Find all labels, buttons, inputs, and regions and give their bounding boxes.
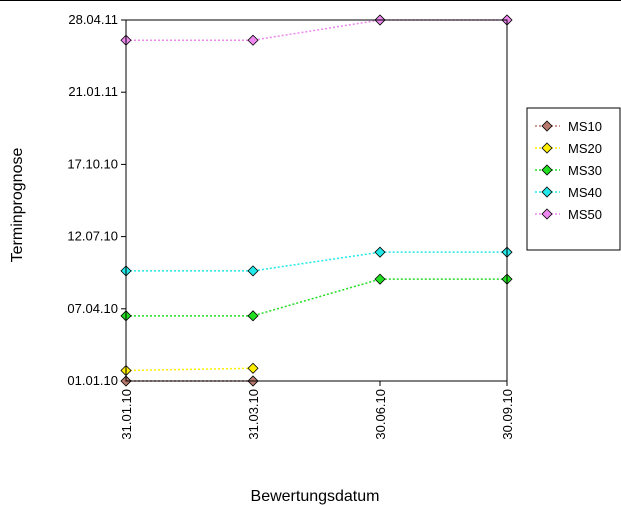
y-tick-label: 07.04.10 [67,301,118,316]
series-line-ms40 [126,251,507,272]
series-line-ms20 [125,367,254,372]
legend-marker-ms20 [541,142,553,154]
legend-marker-ms40 [541,186,553,198]
y-tick-label: 28.04.11 [68,12,118,27]
legend-label-ms50: MS50 [568,207,602,222]
x-tick-label: 31.03.10 [246,389,261,440]
legend-label-ms40: MS40 [568,185,602,200]
legend: MS10 MS20 MS30 MS40 MS50 [526,107,621,251]
y-axis-ticks: 01.01.10 07.04.10 12.07.10 17.10.10 21.01.11… [67,12,126,388]
data-point-ms30 [374,273,386,285]
legend-marker-ms30 [541,164,553,176]
legend-label-ms10: MS10 [568,119,602,134]
legend-box [526,107,621,251]
series-line-ms50 [126,19,507,41]
series-layer [120,14,513,387]
legend-label-ms20: MS20 [568,141,602,156]
y-axis-title: Terminprognose [9,148,26,263]
y-tick-label: 12.07.10 [67,229,118,244]
series-line-ms30 [126,278,507,317]
x-axis-ticks: 31.01.10 31.03.10 30.06.10 30.09.10 [119,381,515,440]
data-point-ms40 [247,265,259,277]
x-tick-label: 30.06.10 [373,389,388,440]
x-axis-title: Bewertungsdatum [251,488,380,505]
data-point-ms50 [247,34,259,46]
y-tick-label: 01.01.10 [67,373,118,388]
data-point-ms30 [247,310,259,322]
x-tick-label: 31.01.10 [119,389,134,440]
data-point-ms20 [247,362,259,374]
data-point-ms40 [374,246,386,258]
legend-label-ms30: MS30 [568,163,602,178]
y-tick-label: 21.01.11 [68,84,118,99]
y-tick-label: 17.10.10 [67,156,118,171]
plot-frame [125,19,508,382]
legend-marker-ms50 [541,208,553,220]
legend-marker-ms10 [541,120,553,132]
x-tick-label: 30.09.10 [500,389,515,440]
